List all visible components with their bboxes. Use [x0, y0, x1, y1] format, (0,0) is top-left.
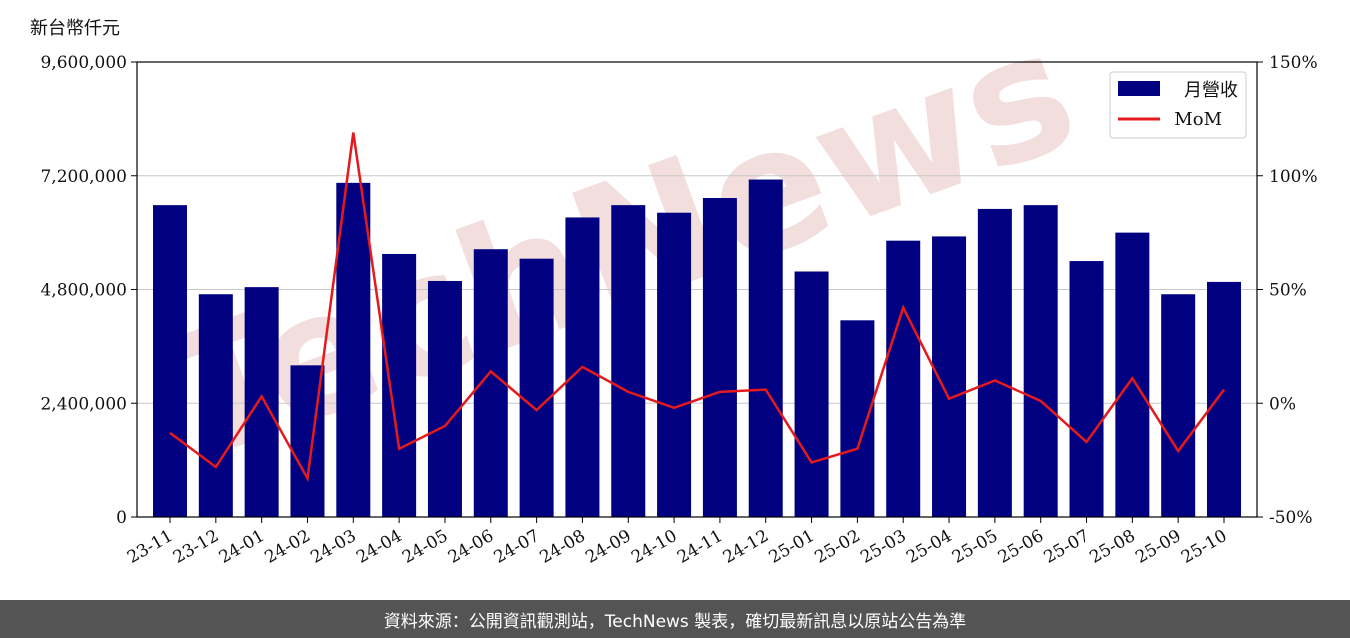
left-tick-label: 9,600,000: [40, 53, 127, 73]
legend-swatch-bar: [1118, 81, 1160, 96]
left-tick-label: 0: [116, 508, 127, 528]
bar-24-09: [611, 205, 646, 517]
bar-23-11: [153, 205, 187, 517]
x-tick-label: 25-08: [1086, 526, 1138, 568]
source-footer: 資料來源：公開資訊觀測站，TechNews 製表，確切最新訊息以原站公告為準: [0, 600, 1350, 638]
x-tick-label: 24-12: [720, 526, 772, 568]
x-tick-label: 23-12: [170, 526, 222, 568]
right-tick-label: 0%: [1269, 394, 1296, 414]
mom-line: [169, 132, 1226, 483]
bar-25-09: [1161, 294, 1196, 517]
left-axis-unit-label: 新台幣仟元: [30, 18, 120, 39]
x-tick-label: 25-03: [857, 526, 909, 568]
revenue-chart: TechNews02,400,0004,800,0007,200,0009,60…: [40, 0, 1318, 568]
x-tick-label: 25-01: [766, 526, 818, 568]
x-tick-label: 24-05: [399, 526, 451, 568]
x-tick-label: 25-06: [995, 526, 1047, 568]
bar-24-05: [427, 280, 462, 517]
bar-24-10: [657, 212, 692, 517]
bar-24-07: [519, 258, 554, 517]
right-tick-label: 150%: [1269, 53, 1318, 73]
bar-24-03: [336, 182, 371, 517]
x-tick-label: 25-05: [949, 526, 1001, 568]
left-tick-label: 4,800,000: [40, 281, 127, 301]
bar-23-12: [198, 294, 233, 517]
x-tick-label: 25-09: [1132, 526, 1184, 568]
x-tick-label: 25-07: [1041, 526, 1093, 568]
footer-text: 資料來源：公開資訊觀測站，TechNews 製表，確切最新訊息以原站公告為準: [383, 611, 967, 632]
x-tick-label: 24-08: [536, 526, 588, 568]
legend-label-revenue: 月營收: [1184, 80, 1238, 101]
bar-25-05: [977, 208, 1012, 518]
x-tick-label: 24-04: [353, 526, 405, 568]
left-tick-label: 7,200,000: [40, 167, 127, 187]
legend-label-mom: MoM: [1174, 109, 1222, 130]
x-tick-label: 23-11: [124, 526, 176, 568]
x-tick-label: 24-02: [262, 526, 314, 568]
bar-25-01: [794, 271, 829, 517]
bar-25-08: [1115, 232, 1150, 517]
x-tick-label: 25-02: [811, 526, 863, 568]
right-tick-label: 50%: [1269, 281, 1307, 301]
legend: 月營收 MoM: [1109, 71, 1247, 139]
bar-25-10: [1207, 281, 1241, 517]
bar-24-04: [382, 253, 417, 517]
x-tick-label: 24-11: [674, 526, 726, 568]
x-tick-label: 25-10: [1178, 526, 1230, 568]
bar-24-01: [244, 287, 279, 517]
x-tick-label: 25-04: [903, 526, 955, 568]
bar-24-06: [473, 249, 508, 517]
bar-24-12: [748, 179, 783, 517]
right-tick-label: 100%: [1269, 167, 1318, 187]
x-tick-label: 24-06: [445, 526, 497, 568]
bar-24-11: [702, 198, 737, 517]
right-tick-label: -50%: [1269, 508, 1313, 528]
x-tick-label: 24-07: [491, 526, 543, 568]
chart-container: 新台幣仟元 TechNews02,400,0004,800,0007,200,0…: [30, 0, 1318, 568]
bar-25-06: [1023, 205, 1058, 517]
bar-25-03: [886, 240, 921, 517]
x-tick-label: 24-01: [216, 526, 268, 568]
left-tick-label: 2,400,000: [40, 394, 127, 414]
bar-25-02: [840, 320, 875, 517]
x-tick-label: 24-09: [582, 526, 634, 568]
x-tick-label: 24-10: [628, 526, 680, 568]
x-tick-label: 24-03: [307, 526, 359, 568]
bar-25-07: [1069, 261, 1104, 517]
